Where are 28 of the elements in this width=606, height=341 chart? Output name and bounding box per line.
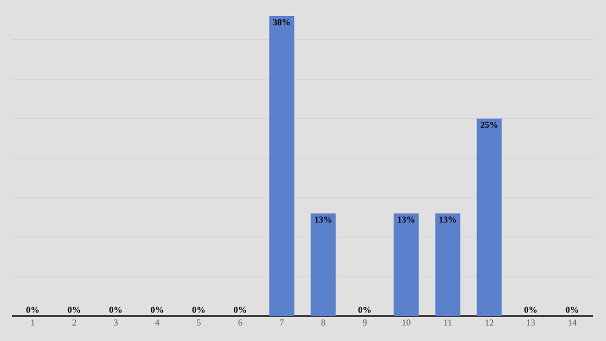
data-label: 0%	[68, 306, 80, 313]
x-tick-label: 2	[72, 320, 76, 326]
x-tick-label: 13	[527, 320, 535, 326]
data-label: 13%	[315, 216, 332, 223]
data-label: 0%	[566, 306, 578, 313]
x-tick-label: 14	[568, 320, 577, 326]
data-label: 38%	[273, 19, 290, 26]
x-tick-label: 11	[444, 320, 452, 326]
data-label: 0%	[358, 306, 371, 313]
data-label: 0%	[26, 306, 39, 313]
x-tick-label: 5	[197, 320, 201, 326]
x-tick-label: 3	[114, 320, 118, 326]
data-label: 25%	[480, 122, 498, 128]
x-tick-label: 7	[280, 320, 284, 326]
data-label: 0%	[192, 306, 205, 313]
x-tick-label: 9	[362, 320, 367, 326]
x-tick-label: 1	[31, 320, 34, 326]
data-label: 13%	[398, 216, 414, 223]
data-label: 0%	[524, 306, 537, 313]
x-tick-label: 4	[155, 320, 160, 326]
x-tick-label: 10	[402, 320, 410, 326]
data-label: 0%	[234, 306, 246, 313]
x-tick-label: 12	[486, 320, 494, 326]
data-label: 13%	[440, 216, 456, 223]
data-label: 0%	[150, 306, 164, 313]
x-tick-label: 6	[238, 320, 242, 326]
x-tick-label: 8	[321, 320, 326, 326]
data-label: 0%	[109, 306, 122, 313]
